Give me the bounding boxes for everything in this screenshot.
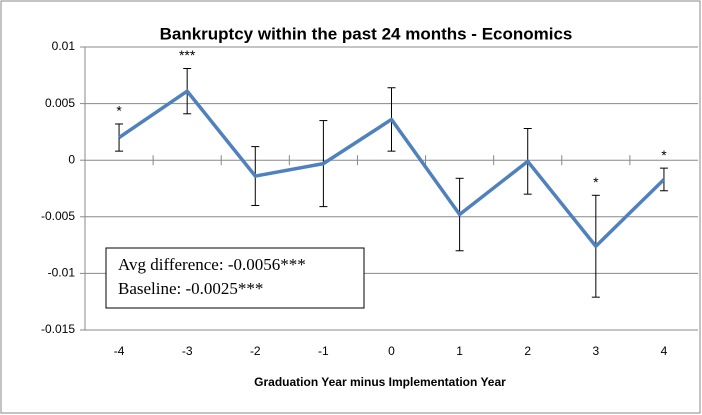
x-axis-label: Graduation Year minus Implementation Yea…	[254, 375, 506, 389]
annotation-box	[105, 247, 365, 309]
y-tick-label: -0.01	[48, 266, 76, 280]
annotation-text: Avg difference: -0.0056***	[118, 255, 306, 274]
y-tick-label: 0	[68, 152, 75, 166]
annotation-text: Baseline: -0.0025***	[118, 279, 263, 298]
significance-label: *	[661, 147, 667, 163]
significance-label: *	[116, 103, 122, 119]
data-line	[118, 89, 666, 248]
significance-label: ***	[179, 47, 196, 63]
chart-title: Bankruptcy within the past 24 months - E…	[160, 24, 573, 43]
x-tick-label: -4	[114, 344, 125, 358]
x-tick-label: 0	[388, 344, 395, 358]
y-tick-label: 0.01	[52, 39, 76, 53]
y-tick-label: -0.005	[41, 209, 75, 223]
significance-label: *	[593, 174, 599, 190]
x-tick-label: -3	[182, 344, 193, 358]
x-tick-label: -2	[250, 344, 261, 358]
x-tick-label: 1	[456, 344, 463, 358]
y-tick-label: 0.005	[45, 96, 75, 110]
x-tick-label: 2	[524, 344, 531, 358]
y-tick-label: -0.015	[41, 322, 75, 336]
x-tick-label: 4	[661, 344, 668, 358]
x-tick-label: 3	[592, 344, 599, 358]
x-tick-label: -1	[318, 344, 329, 358]
